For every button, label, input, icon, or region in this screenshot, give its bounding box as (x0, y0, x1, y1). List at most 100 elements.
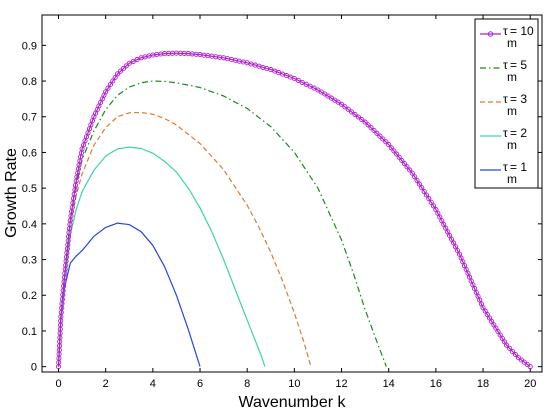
series-m-10-marker (426, 196, 432, 202)
x-axis-label: Wavenumber k (239, 394, 347, 411)
legend-marker (487, 31, 494, 37)
series-m-10-marker (414, 177, 420, 183)
y-tick-label: 0.3 (22, 255, 37, 267)
series-m-10-marker (396, 154, 402, 160)
series-m-10-marker (489, 318, 495, 324)
legend-label: τ (503, 24, 508, 38)
legend-label: τ (503, 160, 508, 174)
series-m-2-line (57, 146, 266, 367)
series-m-10-marker (423, 192, 429, 198)
series-m-10-marker (527, 364, 533, 370)
series-m-10-marker (377, 133, 383, 139)
series-m-10-marker (303, 81, 309, 87)
series-m-10-marker (430, 203, 437, 209)
series-m-10-marker (355, 114, 361, 120)
legend-label-value: = 1 (510, 160, 527, 174)
series-m-10-marker (120, 66, 126, 72)
series-m-10-marker (391, 148, 397, 154)
series-m-10-marker (386, 142, 392, 148)
y-tick-label: 0.5 (22, 183, 37, 195)
x-tick-label: 20 (524, 378, 536, 390)
series-m-10-marker (480, 305, 486, 311)
series-m-10-marker (504, 342, 510, 348)
series-m-10-marker (105, 85, 111, 91)
x-tick-label: 10 (288, 378, 300, 390)
series-m-10-marker (435, 210, 441, 216)
series-m-10-marker (394, 151, 400, 157)
series-m-10-marker (371, 127, 377, 134)
series-m-10-marker (419, 185, 425, 191)
series-m-10-marker (368, 125, 374, 131)
x-tick-label: 18 (477, 378, 489, 390)
series-m-10-marker (123, 63, 129, 69)
series-m-10-marker (352, 111, 358, 117)
series-m-10-marker (359, 116, 365, 123)
legend-label: τ (503, 58, 508, 72)
series-m-10-marker (342, 104, 348, 110)
series-m-10-marker (512, 352, 519, 358)
series-m-10-marker (407, 167, 413, 173)
series-m-10-marker (338, 101, 345, 107)
legend-label-value: = 2 (510, 126, 527, 140)
series-m-10-marker (365, 122, 371, 128)
series-m-10-marker (295, 77, 301, 83)
series-layer (55, 50, 533, 370)
series-m-10-marker (404, 164, 410, 170)
x-tick-label: 12 (335, 378, 347, 390)
x-tick-label: 6 (197, 378, 203, 390)
series-m-10-marker (110, 78, 116, 84)
legend-label-value: = 10 (510, 24, 534, 38)
y-tick-label: 0.1 (22, 326, 37, 338)
series-m-10-marker (495, 329, 501, 335)
legend-label: τ (503, 126, 508, 140)
series-m-10-marker (399, 157, 405, 164)
series-m-10-marker (454, 247, 461, 254)
x-tick-label: 2 (103, 378, 109, 390)
series-m-10-marker (409, 170, 415, 176)
plot-frame (41, 14, 543, 373)
y-axis-label: Growth Rate (3, 148, 20, 238)
x-tick-label: 16 (430, 378, 442, 390)
series-m-10-marker (499, 335, 505, 341)
x-tick-label: 0 (55, 378, 61, 390)
legend-label-subscript: m (507, 104, 517, 118)
series-m-10-marker (507, 345, 513, 351)
series-m-1-line (57, 222, 201, 367)
y-axis-ticks: 0 0.1 0.2 0.3 0.4 0.5 0.6 0.7 0.8 0.9 (22, 40, 542, 374)
series-m-10-marker (380, 136, 386, 142)
y-tick-label: 0.9 (22, 40, 37, 52)
series-m-5-line (57, 80, 387, 367)
y-tick-label: 0.6 (22, 147, 37, 159)
series-m-10-marker (412, 174, 418, 180)
legend-label-subscript: m (507, 138, 517, 152)
y-tick-label: 0 (31, 362, 37, 374)
x-tick-label: 14 (383, 378, 395, 390)
series-m-10-marker (291, 75, 297, 82)
series-m-10-marker (374, 130, 380, 136)
legend-label-subscript: m (507, 36, 517, 50)
series-m-10-marker (452, 244, 459, 250)
x-tick-label: 8 (244, 378, 250, 390)
series-m-10-marker (509, 348, 516, 355)
series-m-10-marker (107, 82, 113, 88)
series-m-10-marker (416, 181, 422, 187)
series-m-10-marker (484, 312, 490, 318)
series-m-10-marker (311, 85, 317, 91)
y-tick-label: 0.7 (22, 112, 37, 124)
series-m-10-marker (362, 119, 368, 125)
x-tick-label: 4 (150, 378, 156, 390)
legend-label-value: = 5 (510, 58, 527, 72)
series-m-10-marker (117, 68, 123, 74)
series-m-10-marker (441, 221, 447, 227)
series-m-10-marker (114, 71, 121, 77)
series-m-10-marker (383, 139, 389, 145)
y-tick-label: 0.2 (22, 290, 37, 302)
series-m-10-marker (437, 214, 443, 220)
series-m-10-marker (443, 225, 449, 231)
series-m-10-marker (421, 188, 427, 194)
y-tick-label: 0.4 (22, 219, 37, 231)
series-m-10-marker (447, 233, 453, 239)
series-m-10-marker (428, 199, 434, 205)
